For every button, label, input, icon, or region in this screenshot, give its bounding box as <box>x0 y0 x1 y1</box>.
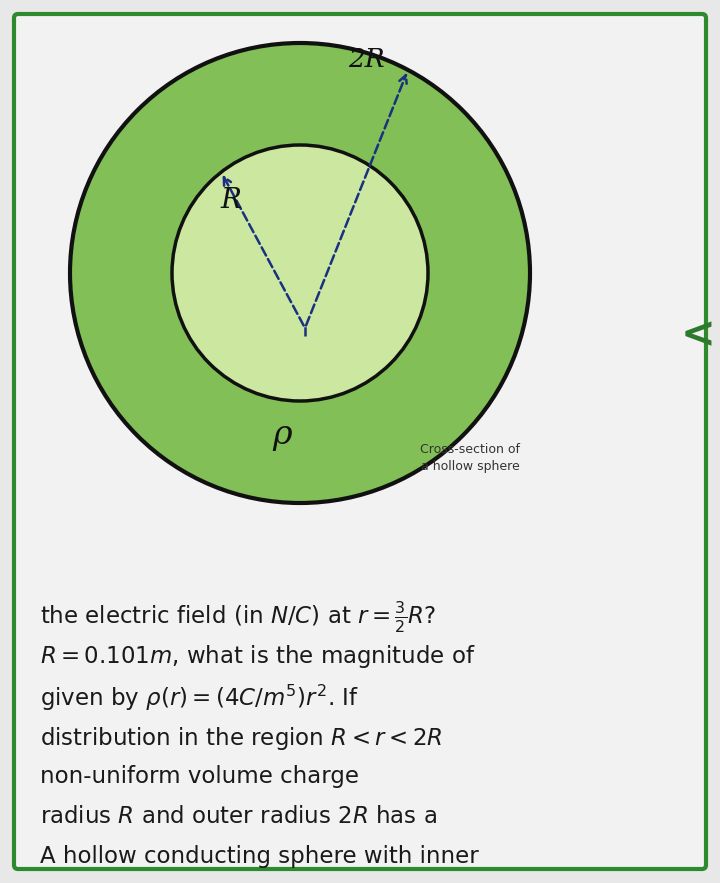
Text: ρ: ρ <box>272 419 292 451</box>
Circle shape <box>70 43 530 503</box>
Text: non-uniform volume charge: non-uniform volume charge <box>40 765 359 788</box>
Text: distribution in the region $\mathit{R} < \mathit{r} < \mathit{2R}$: distribution in the region $\mathit{R} <… <box>40 725 442 752</box>
Text: the electric field (in $\mathit{N/C}$) at $\mathit{r} = \frac{3}{2}\mathit{R}$?: the electric field (in $\mathit{N/C}$) a… <box>40 600 436 635</box>
Text: R: R <box>221 186 242 214</box>
Text: A hollow conducting sphere with inner: A hollow conducting sphere with inner <box>40 845 479 868</box>
Text: 2R: 2R <box>348 48 384 72</box>
Text: Cross-section of
a hollow sphere: Cross-section of a hollow sphere <box>420 443 520 473</box>
FancyBboxPatch shape <box>14 14 706 869</box>
Circle shape <box>172 145 428 401</box>
Text: radius $\mathit{R}$ and outer radius $\mathit{2R}$ has a: radius $\mathit{R}$ and outer radius $\m… <box>40 805 437 828</box>
Text: given by $\mathit{\rho}(\mathit{r}) = (4C/m^5)r^2$. If: given by $\mathit{\rho}(\mathit{r}) = (4… <box>40 683 359 713</box>
Text: <: < <box>680 314 716 356</box>
Text: $\mathit{R} = 0.101\mathit{m}$, what is the magnitude of: $\mathit{R} = 0.101\mathit{m}$, what is … <box>40 643 475 670</box>
